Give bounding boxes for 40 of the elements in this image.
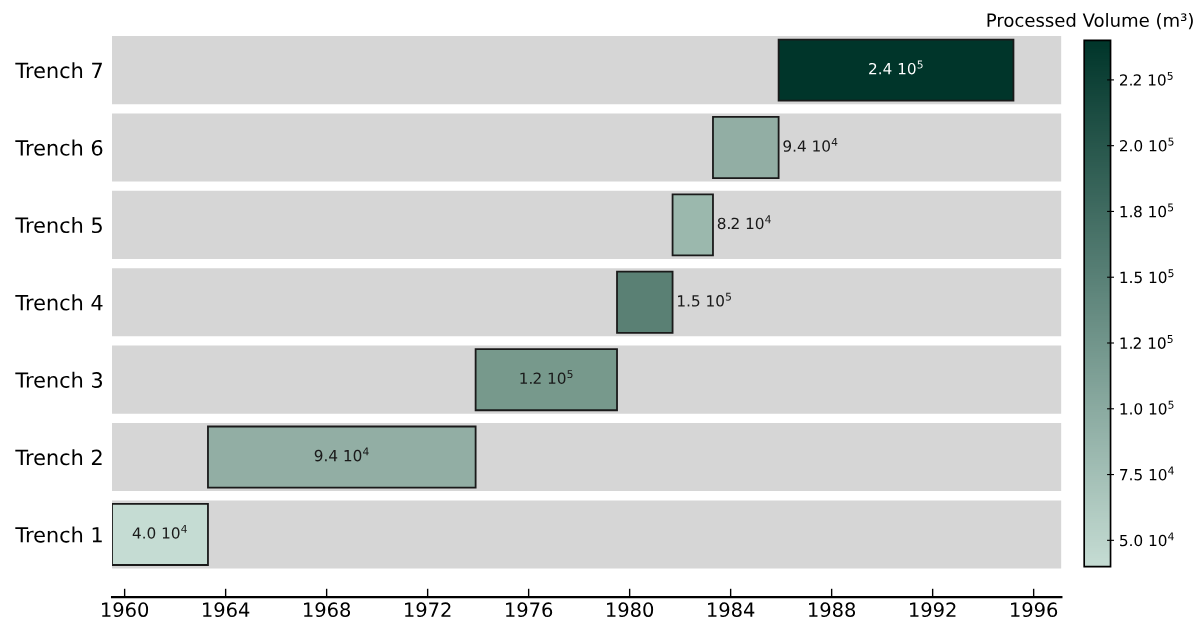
color-bar-label: 2.0 10$^{5}$ [1120,137,1174,152]
bar [474,348,618,412]
x-tick-label: 1980 [607,602,654,618]
x-tick-label: 1988 [809,602,856,618]
x-tick-label: 1976 [506,602,553,618]
bar [207,425,477,489]
bar [112,502,209,566]
x-tick-label: 1996 [1011,602,1058,618]
annotation: 1.5 10$^{5}$ [678,292,731,307]
x-tick-label: 1968 [304,602,351,618]
color-bar-label: 5.0 10$^{4}$ [1120,532,1174,547]
annotation: 9.4 10$^{4}$ [314,447,369,462]
x-tick-label: 1972 [405,602,451,618]
y-tick-label: Trench 1 [15,526,102,543]
y-tick-label: Trench 3 [15,371,103,388]
x-tick-label: 1964 [203,602,250,618]
y-tick-label: Trench 6 [15,139,103,156]
x-tick-label: 1960 [102,602,149,618]
annotation: 4.0 10$^{4}$ [132,524,187,539]
bar [777,38,1015,102]
color-bar-label: 1.8 10$^{5}$ [1120,203,1174,218]
y-tick-label: Trench 5 [15,216,102,234]
x-tick-label: 1984 [708,602,755,618]
color-bar-label: 2.2 10$^{5}$ [1120,71,1173,86]
annotation: 1.2 10$^{5}$ [520,370,573,384]
color-bar-label: 1.2 10$^{5}$ [1120,335,1173,349]
y-tick-label: Trench 2 [15,449,102,466]
color-bar-title: Processed Volume (m³) [987,13,1193,30]
x-tick-label: 1992 [910,602,956,618]
bar [671,193,714,257]
bar [616,270,674,334]
annotation: 9.4 10$^{4}$ [783,137,838,152]
annotation: 2.4 10$^{5}$ [869,60,923,75]
annotation: 8.2 10$^{4}$ [717,215,771,230]
color-bar-label: 1.0 10$^{5}$ [1120,400,1174,415]
y-tick-label: Trench 4 [15,294,103,311]
y-tick-label: Trench 7 [15,62,102,79]
color-bar-label: 1.5 10$^{5}$ [1120,269,1174,284]
bar [712,116,780,179]
color-bar-label: 7.5 10$^{4}$ [1120,466,1174,481]
